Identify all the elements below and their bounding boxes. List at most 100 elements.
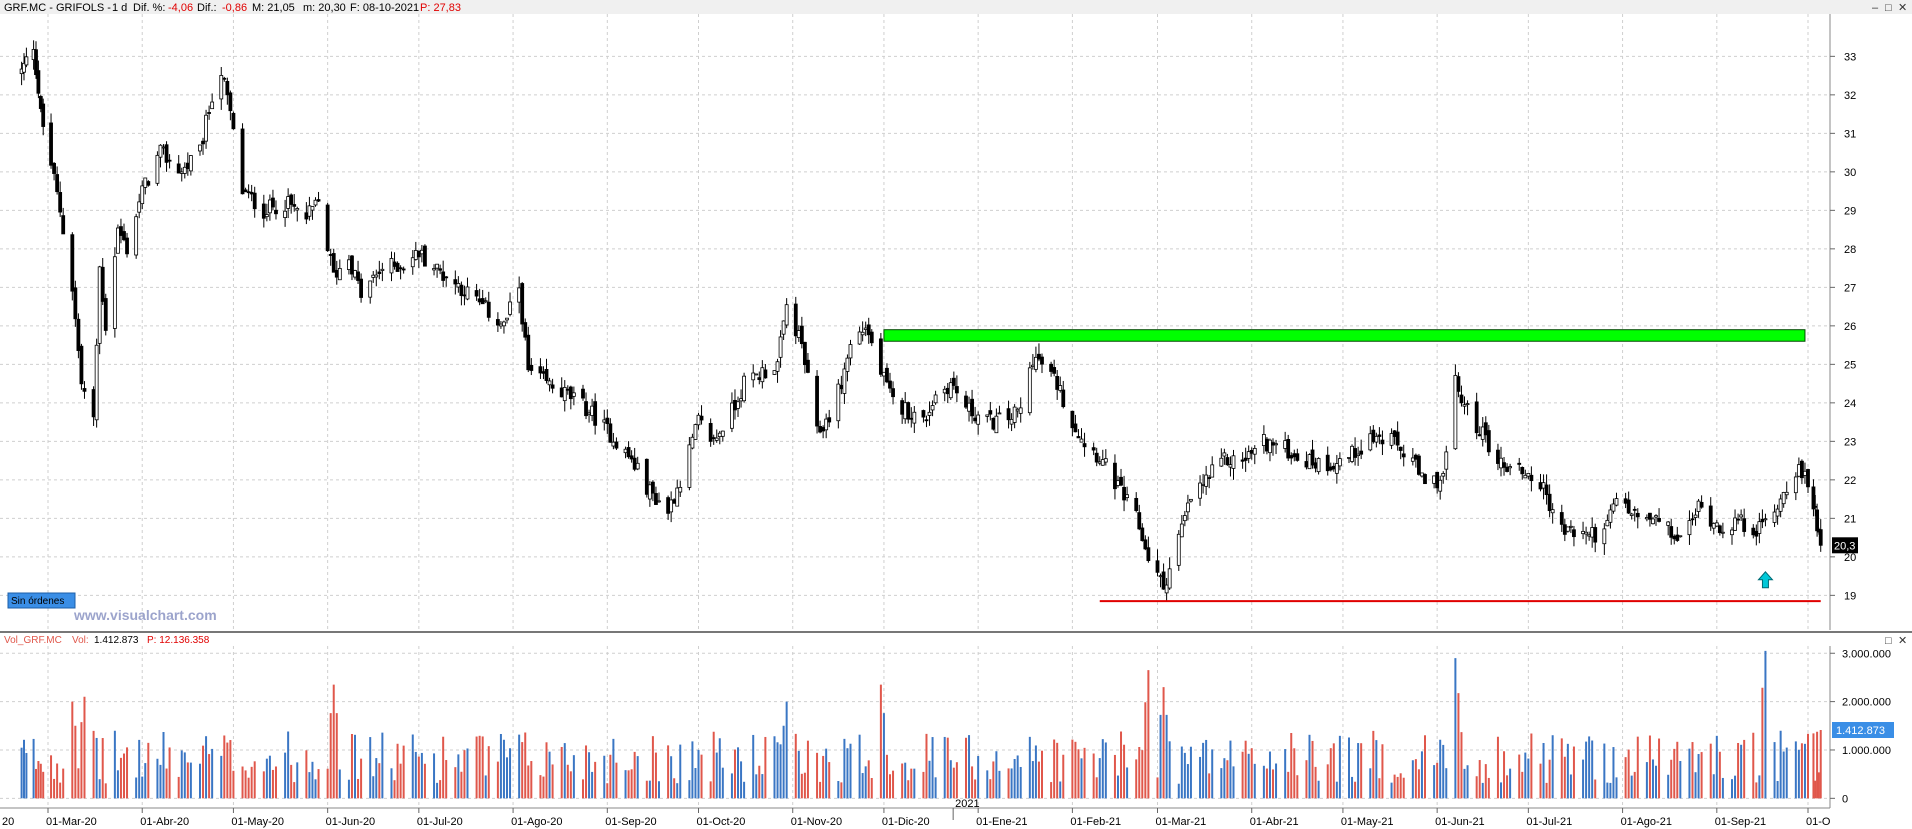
candle-body — [1371, 429, 1376, 443]
candle-body — [654, 493, 658, 505]
candle-body — [444, 276, 449, 279]
candle-body — [325, 204, 330, 252]
x-tick-label: 01-Jul-21 — [1526, 816, 1572, 828]
candle-body — [1720, 531, 1725, 534]
candle-body — [848, 344, 853, 359]
candle-body — [1286, 438, 1291, 459]
candle-body — [1119, 476, 1123, 486]
candle-body — [778, 336, 783, 358]
price-y-tick-label: 23 — [1844, 436, 1856, 448]
candle-body — [1800, 460, 1804, 479]
close-icon[interactable]: ✕ — [1898, 2, 1907, 14]
candle-body — [1608, 509, 1613, 523]
close-pane-icon[interactable]: ✕ — [1898, 635, 1907, 647]
candle-body — [143, 177, 148, 188]
candle-body — [82, 388, 87, 392]
candle-body — [328, 254, 333, 256]
orders-badge-bg — [7, 592, 76, 609]
maximize-pane-icon[interactable]: □ — [1885, 635, 1892, 647]
candle-body — [976, 414, 981, 425]
candle-body — [717, 432, 722, 438]
candle-body — [1012, 406, 1017, 423]
minimize-icon[interactable]: – — [1872, 2, 1879, 14]
candle-body — [204, 114, 208, 142]
candle-body — [22, 62, 26, 73]
candle-body — [903, 402, 908, 420]
candle-body — [1413, 454, 1418, 460]
x-tick-label: 01-Nov-20 — [791, 816, 842, 828]
candle-body — [693, 424, 698, 440]
candle-body — [781, 320, 786, 335]
candle-body — [495, 319, 500, 326]
pane-separator[interactable] — [0, 631, 1912, 633]
candle-body — [58, 192, 63, 213]
candle-body — [1815, 509, 1819, 532]
candle-body — [438, 268, 443, 271]
candle-body — [1614, 498, 1619, 506]
candle-body — [52, 162, 56, 174]
price-y-tick-label: 31 — [1844, 128, 1856, 140]
candle-body — [112, 256, 117, 329]
candle-body — [1185, 502, 1190, 513]
candle-body — [1559, 512, 1564, 525]
header-min: m: 20,30 — [303, 2, 346, 14]
candle-body — [304, 212, 309, 220]
last-price-tag: 20,3 — [1832, 537, 1858, 554]
candle-body — [374, 274, 379, 278]
candle-body — [1483, 422, 1488, 436]
candle-body — [1435, 471, 1440, 489]
candle-body — [1486, 430, 1491, 453]
candle-body — [1420, 472, 1424, 477]
candle-body — [1103, 458, 1108, 463]
candle-body — [587, 412, 591, 415]
candle-body — [1122, 486, 1126, 501]
candle-body — [711, 437, 716, 439]
candle-body — [134, 216, 139, 256]
candle-body — [432, 268, 436, 271]
header-dif-value: -0,86 — [222, 2, 247, 14]
candle-body — [708, 423, 713, 442]
candle-body — [1423, 474, 1427, 485]
candle-body — [538, 366, 543, 374]
resistance-zone[interactable] — [883, 329, 1806, 342]
price-header-bar — [0, 0, 1912, 14]
candle-body — [1134, 497, 1139, 511]
candle-body — [1666, 521, 1671, 526]
last-price-label: 20,3 — [1834, 540, 1855, 552]
candle-body — [1091, 447, 1096, 451]
candle-body — [34, 49, 38, 76]
maximize-icon[interactable]: □ — [1885, 2, 1892, 14]
candle-body — [201, 140, 205, 145]
x-tick-label: 01-Ago-21 — [1621, 816, 1672, 828]
candle-body — [924, 419, 929, 422]
candle-body — [1813, 505, 1818, 508]
candle-body — [1410, 457, 1415, 462]
candle-body — [1347, 457, 1351, 459]
candle-body — [1179, 523, 1184, 538]
orders-badge[interactable]: Sin órdenes — [7, 592, 76, 609]
x-axis: 20 01-Mar-20 01-Abr-20 01-May-20 01-Jun-20 01… — [2, 798, 1831, 828]
candle-body — [933, 394, 938, 404]
candle-body — [1654, 515, 1658, 518]
candle-body — [401, 268, 406, 271]
window-controls-top: – □ ✕ — [1872, 2, 1907, 14]
candle-body — [389, 258, 394, 274]
candle-body — [1167, 568, 1172, 589]
candle-body — [1477, 434, 1482, 437]
candle-body — [942, 388, 947, 394]
candle-body — [116, 227, 120, 254]
candle-body — [1465, 403, 1470, 405]
price-y-axis: 19 20 21 22 23 24 25 26 27 28 29 30 31 32 33 — [1830, 51, 1856, 602]
candle-body — [1760, 518, 1765, 523]
candle-body — [1523, 474, 1528, 479]
candle-body — [1325, 454, 1330, 472]
candle-body — [413, 250, 418, 260]
volume-y-tick-label: 1.000.000 — [1842, 745, 1891, 757]
candle-body — [474, 290, 479, 297]
candle-body — [505, 317, 509, 321]
header-dif-label: Dif.: — [197, 2, 217, 14]
candle-body — [1739, 514, 1744, 518]
up-arrow-icon[interactable] — [1757, 571, 1774, 589]
candle-body — [517, 287, 522, 303]
